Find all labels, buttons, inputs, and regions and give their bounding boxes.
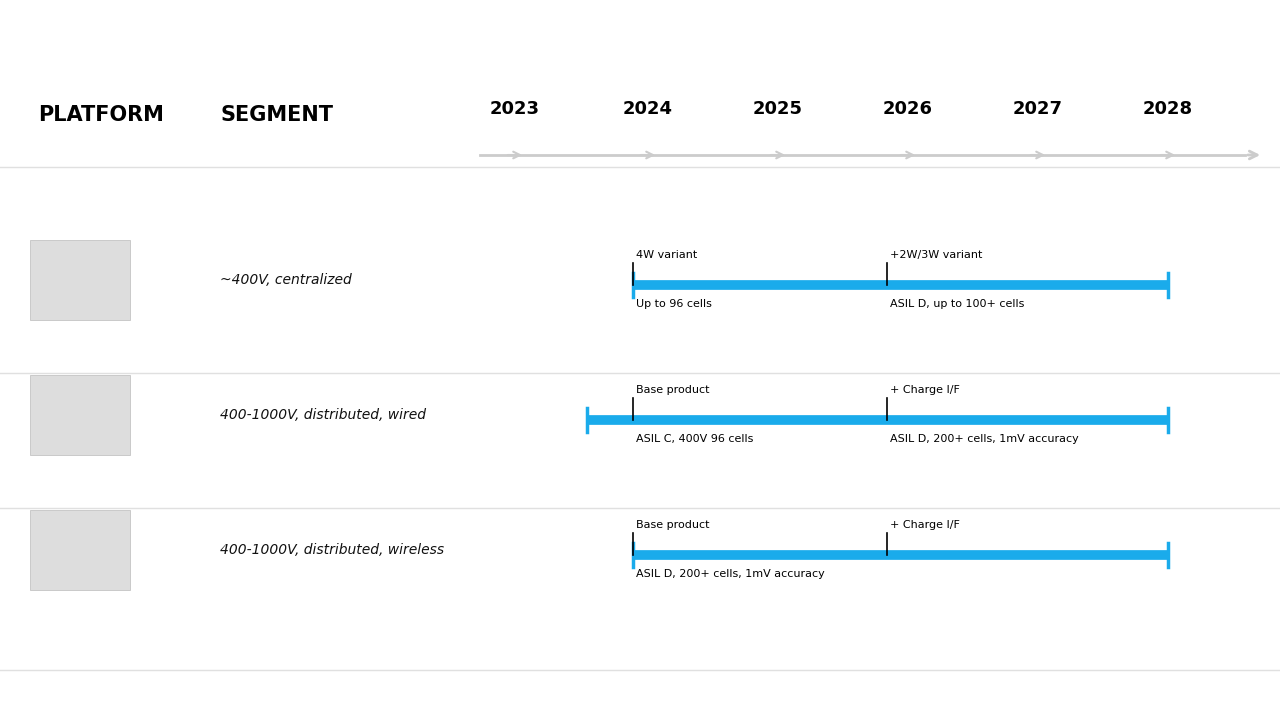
Text: SEGMENT: SEGMENT: [220, 105, 333, 125]
Text: Base product: Base product: [636, 520, 709, 530]
Text: Base product: Base product: [636, 385, 709, 395]
Text: ASIL C, 400V 96 cells: ASIL C, 400V 96 cells: [636, 434, 753, 444]
Text: ASIL D, up to 100+ cells: ASIL D, up to 100+ cells: [890, 299, 1024, 309]
Text: 2025: 2025: [753, 100, 803, 118]
Text: 2028: 2028: [1143, 100, 1193, 118]
FancyBboxPatch shape: [29, 240, 131, 320]
Text: + Charge I/F: + Charge I/F: [890, 520, 960, 530]
Text: + Charge I/F: + Charge I/F: [890, 385, 960, 395]
Text: 2023: 2023: [490, 100, 540, 118]
Text: 2027: 2027: [1012, 100, 1062, 118]
Text: 2024: 2024: [623, 100, 673, 118]
FancyBboxPatch shape: [29, 510, 131, 590]
Text: ASIL D, 200+ cells, 1mV accuracy: ASIL D, 200+ cells, 1mV accuracy: [636, 569, 824, 579]
Text: PLATFORM: PLATFORM: [38, 105, 164, 125]
Text: ~400V, centralized: ~400V, centralized: [220, 273, 352, 287]
Text: +2W/3W variant: +2W/3W variant: [890, 250, 983, 260]
Text: 400-1000V, distributed, wireless: 400-1000V, distributed, wireless: [220, 543, 444, 557]
Text: Up to 96 cells: Up to 96 cells: [636, 299, 712, 309]
Text: 400-1000V, distributed, wired: 400-1000V, distributed, wired: [220, 408, 426, 422]
Text: 4W variant: 4W variant: [636, 250, 696, 260]
Text: ASIL D, 200+ cells, 1mV accuracy: ASIL D, 200+ cells, 1mV accuracy: [890, 434, 1079, 444]
FancyBboxPatch shape: [29, 375, 131, 455]
Text: 2026: 2026: [883, 100, 933, 118]
